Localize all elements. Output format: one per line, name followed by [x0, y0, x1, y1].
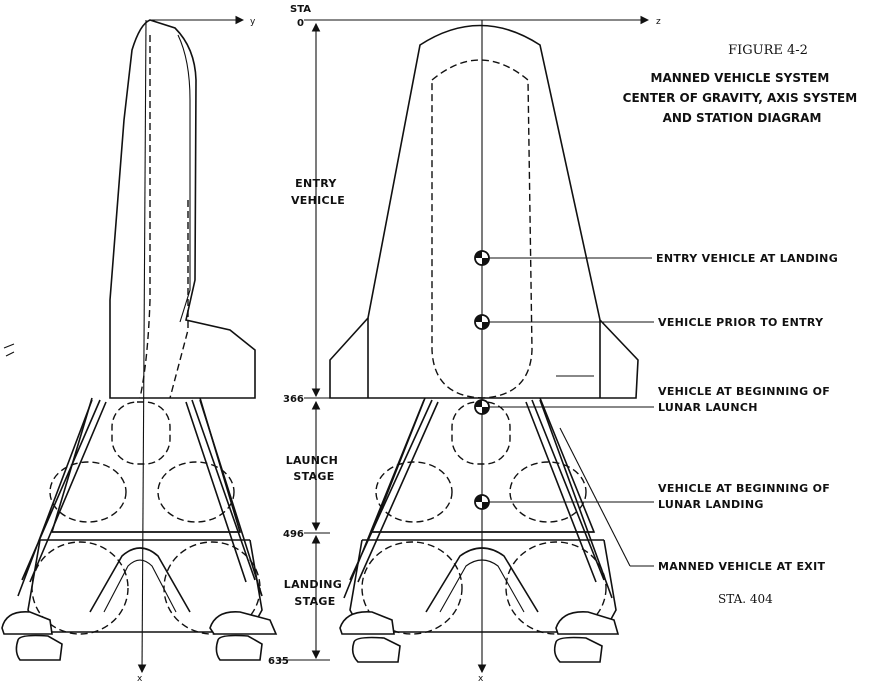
front-foot-right — [555, 611, 620, 635]
side-entry-vehicle-dashed-2 — [169, 200, 189, 399]
sta-origin: 0 — [297, 18, 304, 29]
label-entry-vehicle-landing: ENTRY VEHICLE AT LANDING — [656, 252, 838, 265]
side-entry-vehicle-dashed — [139, 35, 151, 399]
front-tank-lower-left — [361, 541, 463, 635]
cg-marker-entry-landing — [474, 250, 490, 266]
side-tank-upper — [111, 401, 171, 465]
label-vehicle-prior-entry: VEHICLE PRIOR TO ENTRY — [658, 316, 824, 329]
side-foot-left — [1, 611, 53, 635]
front-tank-lower-right — [505, 541, 607, 635]
side-x-axis — [137, 19, 147, 674]
z-axis-label: z — [656, 17, 661, 27]
side-strut-left — [17, 399, 107, 597]
y-axis-label: y — [250, 17, 256, 27]
front-strut-left — [343, 399, 439, 599]
station-366: 366 — [283, 394, 304, 405]
figure-title-block: FIGURE 4-2 MANNED VEHICLE SYSTEM CENTER … — [623, 43, 862, 125]
front-landing-base — [349, 539, 617, 633]
front-view: z x — [329, 15, 661, 682]
label-vehicle-lunar-launch: VEHICLE AT BEGINNING OF LUNAR LAUNCH — [658, 385, 834, 414]
front-strut-right — [525, 399, 613, 599]
front-foot-left — [339, 611, 395, 635]
station-scale: STA 0 366 496 635 ENTRY VEHICLE LAUNCH S… — [268, 4, 480, 667]
side-foot-right — [209, 611, 278, 635]
figure-number: FIGURE 4-2 — [728, 43, 808, 58]
side-strut-right — [185, 399, 263, 597]
front-entry-vehicle-dashed — [431, 59, 533, 399]
label-exit-station: STA. 404 — [718, 592, 773, 606]
leader-exit — [559, 427, 631, 567]
section-launch-stage: LAUNCH STAGE — [286, 454, 343, 483]
side-entry-vehicle-inner — [177, 34, 191, 323]
sta-label: STA — [290, 4, 311, 15]
side-entry-vehicle-outline — [109, 19, 256, 399]
side-landing-nozzle — [89, 547, 191, 613]
front-x-axis-label: x — [478, 674, 484, 682]
front-tank-right — [509, 461, 587, 523]
side-landing-base — [27, 539, 263, 633]
side-tank-right — [157, 461, 235, 523]
section-landing-stage: LANDING STAGE — [284, 578, 346, 608]
front-tank-left — [375, 461, 453, 523]
figure-title: MANNED VEHICLE SYSTEM CENTER OF GRAVITY,… — [623, 71, 862, 125]
cg-marker-lunar-landing — [474, 494, 490, 510]
label-manned-vehicle-exit: MANNED VEHICLE AT EXIT — [658, 560, 825, 573]
front-launch-stage-outline — [370, 397, 596, 533]
cg-marker-lunar-launch — [474, 399, 490, 415]
station-496: 496 — [283, 529, 304, 540]
station-635: 635 — [268, 656, 289, 667]
front-entry-vehicle-outline — [329, 24, 639, 399]
cg-marker-prior-entry — [474, 314, 490, 330]
side-tank-left — [49, 461, 127, 523]
side-x-axis-label: x — [137, 674, 143, 682]
cg-labels: ENTRY VEHICLE AT LANDING VEHICLE PRIOR T… — [656, 252, 838, 606]
label-vehicle-lunar-landing: VEHICLE AT BEGINNING OF LUNAR LANDING — [658, 482, 834, 511]
side-view: y x — [1, 15, 278, 682]
section-entry-vehicle: ENTRY VEHICLE — [291, 177, 345, 207]
